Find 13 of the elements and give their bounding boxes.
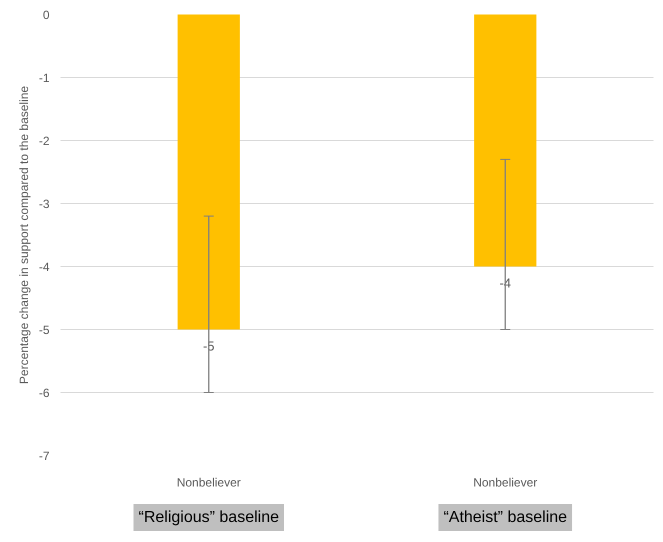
- x-tick-label: Nonbeliever: [176, 476, 241, 490]
- text: “Atheist” baseline: [443, 509, 568, 526]
- y-tick-label: -7: [38, 449, 50, 463]
- y-tick-label: -2: [38, 134, 50, 148]
- text: “Religious” baseline: [138, 509, 280, 526]
- y-tick-label: -1: [38, 71, 50, 85]
- x-tick-label: Nonbeliever: [473, 476, 538, 490]
- y-tick-label: -3: [38, 197, 50, 211]
- y-tick-label: -5: [38, 323, 50, 337]
- y-tick-label: -6: [38, 386, 50, 400]
- y-axis-title: Percentage change in support compared to the baseline: [16, 86, 31, 384]
- y-tick-label: 0: [42, 8, 50, 22]
- y-tick-label: -4: [38, 260, 50, 274]
